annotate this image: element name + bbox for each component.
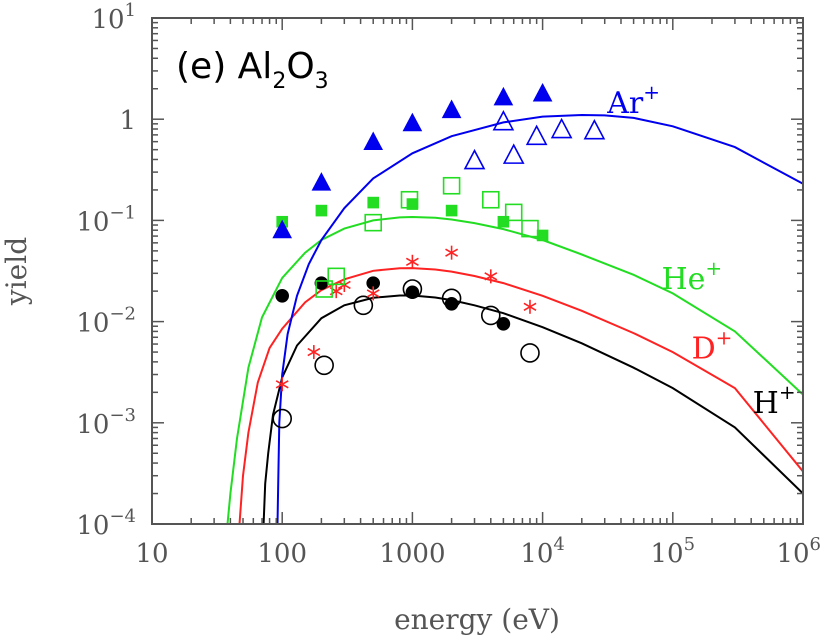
panel-title-sub1: 2 <box>272 69 286 94</box>
point-he-open <box>315 280 333 298</box>
point-he-filled <box>367 196 380 209</box>
y-axis-label: yield <box>0 237 33 306</box>
series-label-ar: Ar+ <box>606 80 660 121</box>
point-d-star <box>307 345 321 360</box>
point-he-open <box>442 176 461 195</box>
point-he-open <box>400 190 419 209</box>
point-ar-open <box>525 124 548 146</box>
curve-d <box>238 267 803 524</box>
point-h-open <box>402 279 423 299</box>
point-h-open <box>272 408 293 429</box>
point-h-open <box>441 288 462 309</box>
point-ar-filled <box>272 219 293 239</box>
curve-he <box>226 215 803 524</box>
point-ar-open <box>502 143 525 164</box>
panel-title-sub2: 3 <box>315 69 329 94</box>
point-d-star <box>484 269 498 284</box>
point-ar-filled <box>311 172 332 191</box>
point-d-star <box>275 377 289 392</box>
x-axis-label: energy (eV) <box>394 603 560 636</box>
series-label-d: D+ <box>692 326 733 367</box>
point-h-open <box>353 295 374 316</box>
point-h-filled <box>275 288 290 303</box>
point-d-star <box>366 286 380 301</box>
point-ar-open <box>463 148 486 170</box>
x-tick-label: 106 <box>776 534 821 569</box>
point-he-open <box>364 213 383 232</box>
point-ar-filled <box>532 82 553 102</box>
x-tick-label: 105 <box>651 534 696 569</box>
point-ar-filled <box>402 112 423 132</box>
y-tick-label: 101 <box>91 0 136 35</box>
point-ar-filled <box>363 131 384 151</box>
point-he-filled <box>536 229 549 242</box>
measured-points <box>272 82 606 429</box>
y-tick-label: 10−2 <box>76 304 136 339</box>
point-he-open <box>327 267 346 286</box>
point-h-filled <box>496 317 511 331</box>
point-d-star <box>405 254 419 269</box>
plot-frame <box>151 17 804 525</box>
point-ar-open <box>550 117 573 139</box>
y-tick-label: 10−3 <box>76 405 136 440</box>
x-tick-label: 1000 <box>379 539 445 569</box>
point-he-open <box>481 190 500 209</box>
panel-title-prefix: (e) Al <box>176 46 272 87</box>
axis-ticks <box>151 17 804 525</box>
y-tick-label: 10−1 <box>76 202 136 237</box>
point-h-filled <box>314 276 329 290</box>
panel-title: (e) Al2O3 <box>176 46 329 94</box>
x-tick-labels: 10 100 1000 104 105 106 <box>135 534 821 569</box>
point-he-open <box>521 219 539 238</box>
x-tick-label: 10 <box>135 539 168 569</box>
point-h-open <box>314 355 334 376</box>
point-d-star <box>523 299 537 314</box>
curve-ar <box>276 113 803 524</box>
point-h-open <box>480 305 501 326</box>
series-labels: H+ D+ He+ Ar+ <box>606 80 795 421</box>
point-ar-open <box>492 109 515 131</box>
series-label-h: H+ <box>753 380 796 421</box>
y-tick-labels: 10−4 10−3 10−2 10−1 1 101 <box>76 0 136 541</box>
y-tick-label: 1 <box>119 106 136 136</box>
point-ar-filled <box>441 99 462 119</box>
point-he-filled <box>315 204 328 217</box>
y-tick-label: 10−4 <box>76 506 136 541</box>
point-ar-filled <box>493 86 514 106</box>
point-h-open <box>520 343 540 363</box>
point-he-filled <box>497 215 510 228</box>
series-label-he: He+ <box>661 256 722 297</box>
model-curves <box>226 113 803 524</box>
x-tick-label: 104 <box>520 534 565 569</box>
x-tick-label: 100 <box>257 539 307 569</box>
panel-title-mid: O <box>286 46 314 87</box>
point-ar-open <box>583 118 606 140</box>
point-d-star <box>445 245 459 260</box>
point-he-filled <box>445 204 458 217</box>
point-he-open <box>504 203 523 222</box>
